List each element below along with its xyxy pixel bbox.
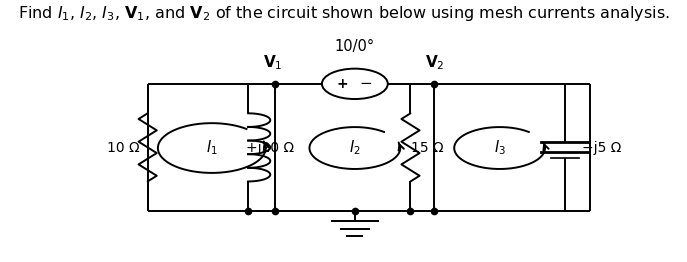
Text: 10/0°: 10/0° [335,39,375,54]
Text: $\mathit{I}_1$: $\mathit{I}_1$ [206,139,218,157]
Text: $\mathbf{V}_2$: $\mathbf{V}_2$ [425,53,444,72]
Text: $\mathit{I}_3$: $\mathit{I}_3$ [494,139,506,157]
Text: −j5 Ω: −j5 Ω [582,141,622,155]
Text: 15 Ω: 15 Ω [412,141,444,155]
Text: 10 Ω: 10 Ω [107,141,139,155]
Text: +: + [337,77,348,91]
Text: $\mathit{I}_2$: $\mathit{I}_2$ [349,139,361,157]
Text: −: − [360,76,372,91]
Text: $\mathbf{V}_1$: $\mathbf{V}_1$ [263,53,283,72]
Text: Find $\mathit{I}_1$, $\mathit{I}_2$, $\mathit{I}_3$, $\mathbf{V}_1$, and $\mathb: Find $\mathit{I}_1$, $\mathit{I}_2$, $\m… [18,4,669,23]
Text: +j20 Ω: +j20 Ω [246,141,294,155]
